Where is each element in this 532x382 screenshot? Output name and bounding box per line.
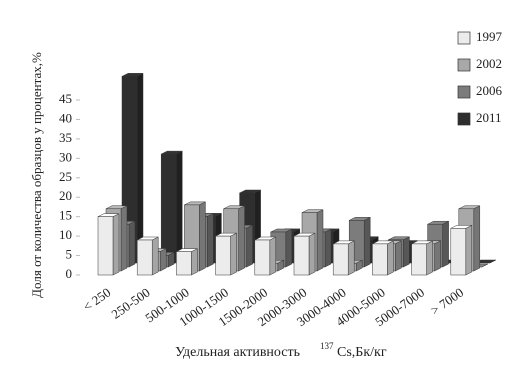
y-axis-label: Доля от количества образцов у процентах,… [29,52,44,298]
bar-side [285,228,293,268]
bar [293,235,310,276]
bar-side [403,236,410,268]
bar [176,251,192,276]
x-axis-label-sup: 137 [320,341,334,351]
bar-side [128,220,136,268]
legend-label: 1997 [476,29,503,44]
bar-side [395,240,402,272]
y-tick-label: 35 [59,130,72,145]
bar-side [230,232,237,276]
bar-side [269,236,277,276]
bar [450,228,467,276]
y-tick-label: 10 [59,227,72,242]
x-axis-label: Удельная активность [175,345,300,360]
bar-side [159,248,167,272]
y-tick-label: 15 [59,208,72,223]
bar-side [199,201,206,272]
bar-side [473,205,481,272]
bar-side [207,213,214,268]
bar-side [238,205,245,272]
y-tick-label: 25 [59,169,72,184]
legend-swatch [457,85,471,99]
legend-label: 2006 [476,83,503,98]
bar-side [136,72,144,264]
y-tick-label: 20 [59,188,72,203]
legend-label: 2011 [476,110,502,125]
bar-side [324,228,332,268]
x-axis-label-unit: Cs,Бк/кг [337,345,387,360]
bar-side [175,150,183,264]
bar-side [112,213,120,276]
y-tick-label: 5 [66,247,73,262]
bar [332,243,349,276]
bar-side [308,232,316,276]
bar-side [363,216,371,268]
bar [254,239,271,276]
y-tick-label: 30 [59,149,72,164]
y-tick-label: 0 [66,266,73,281]
bar-side [246,224,253,268]
legend-swatch [457,112,471,126]
bar-side [347,240,355,276]
y-tick-label: 40 [59,110,72,125]
bar [411,243,427,276]
bar [97,216,114,276]
bar-side [465,224,473,276]
bar [215,235,231,276]
bar-side [434,240,441,272]
bar-side [191,248,198,276]
bar-side [316,209,324,272]
bar-side [387,240,394,276]
y-tick-label: 45 [59,91,72,106]
bar [136,239,153,276]
bar-side [120,205,128,272]
bar-side [151,236,159,276]
legend-swatch [457,58,471,72]
bar-side [442,220,449,268]
legend-swatch [457,31,471,45]
bar [160,153,177,264]
legend-label: 2002 [476,56,502,71]
bar [372,243,388,276]
bar-side [426,240,433,276]
